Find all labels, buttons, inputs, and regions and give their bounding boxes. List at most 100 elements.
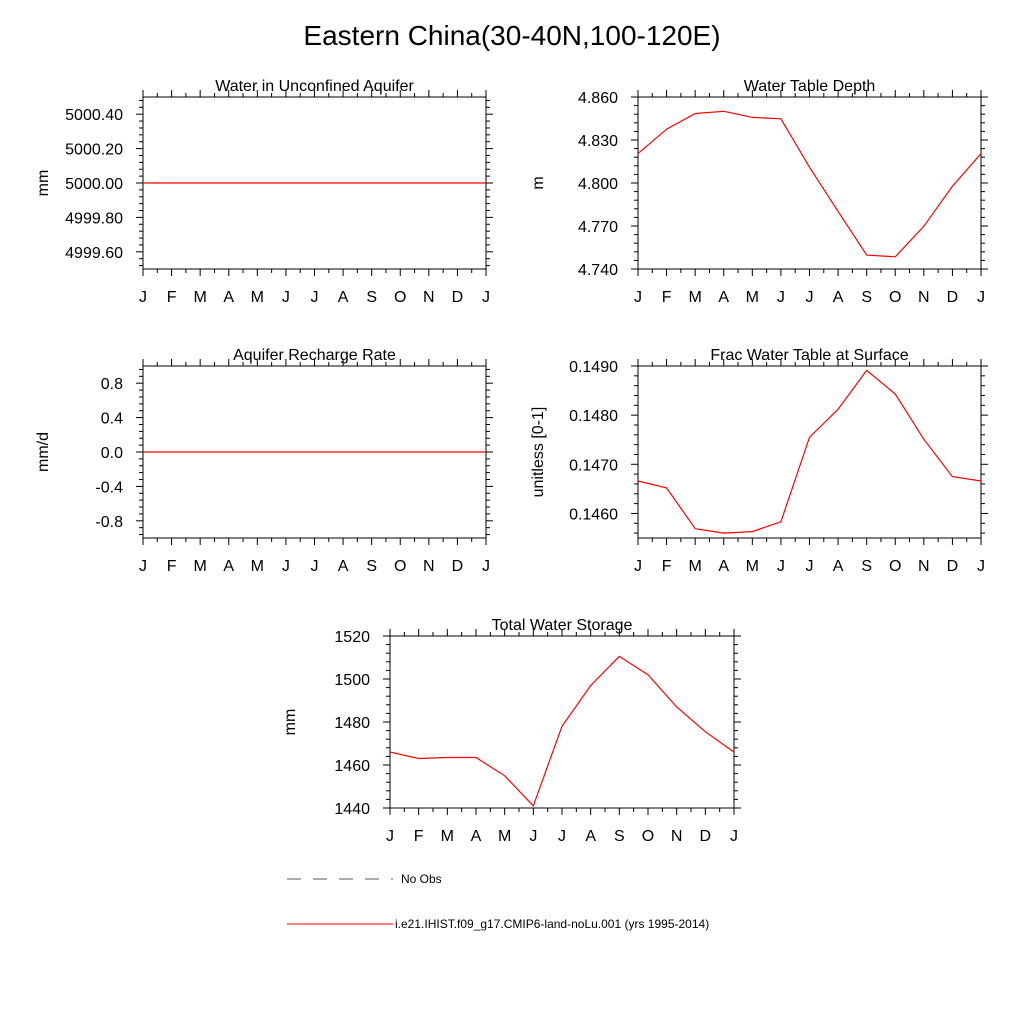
x-tick-label: M bbox=[251, 289, 264, 306]
y-tick-label: 4999.60 bbox=[65, 245, 123, 262]
y-tick-label: 4.830 bbox=[578, 133, 618, 150]
x-tick-label: A bbox=[223, 558, 234, 575]
y-axis-label: m bbox=[530, 176, 547, 189]
y-tick-label: 1440 bbox=[334, 801, 370, 818]
x-tick-label: J bbox=[730, 828, 738, 845]
x-tick-label: J bbox=[529, 828, 537, 845]
x-tick-label: M bbox=[746, 289, 759, 306]
x-tick-label: O bbox=[889, 558, 901, 575]
y-axis-label: mm bbox=[282, 709, 299, 736]
x-tick-label: A bbox=[471, 828, 482, 845]
x-tick-label: M bbox=[746, 558, 759, 575]
x-tick-label: A bbox=[585, 828, 596, 845]
y-tick-label: 0.1480 bbox=[569, 408, 618, 425]
x-tick-label: D bbox=[452, 289, 464, 306]
x-tick-label: F bbox=[167, 289, 177, 306]
x-tick-label: N bbox=[918, 289, 930, 306]
x-tick-label: N bbox=[671, 828, 683, 845]
x-tick-label: J bbox=[558, 828, 566, 845]
y-tick-label: 5000.00 bbox=[65, 176, 123, 193]
figure-title: Eastern China(30-40N,100-120E) bbox=[303, 20, 721, 51]
y-tick-label: 5000.40 bbox=[65, 107, 123, 124]
x-tick-label: J bbox=[806, 289, 814, 306]
y-tick-label: 4999.80 bbox=[65, 210, 123, 227]
y-tick-label: 4.800 bbox=[578, 176, 618, 193]
y-tick-label: 4.860 bbox=[578, 90, 618, 107]
x-tick-label: J bbox=[482, 289, 490, 306]
x-tick-label: M bbox=[689, 289, 702, 306]
y-tick-label: 0.4 bbox=[101, 411, 123, 428]
x-tick-label: J bbox=[482, 558, 490, 575]
x-tick-label: N bbox=[423, 558, 435, 575]
y-axis-label: unitless [0-1] bbox=[530, 407, 547, 498]
panel-title: Water in Unconfined Aquifer bbox=[215, 78, 414, 95]
x-tick-label: S bbox=[861, 558, 872, 575]
y-tick-label: 4.740 bbox=[578, 262, 618, 279]
x-tick-label: N bbox=[918, 558, 930, 575]
x-tick-label: O bbox=[394, 289, 406, 306]
x-tick-label: J bbox=[977, 558, 985, 575]
x-tick-label: M bbox=[689, 558, 702, 575]
series-line bbox=[637, 369, 982, 534]
x-tick-label: D bbox=[947, 289, 959, 306]
x-tick-label: A bbox=[338, 289, 349, 306]
x-tick-label: A bbox=[338, 558, 349, 575]
y-tick-label: 4.770 bbox=[578, 219, 618, 236]
x-tick-label: N bbox=[423, 289, 435, 306]
x-tick-label: M bbox=[251, 558, 264, 575]
x-tick-label: F bbox=[662, 289, 672, 306]
y-tick-label: -0.8 bbox=[95, 514, 123, 531]
x-tick-label: M bbox=[194, 558, 207, 575]
y-tick-label: 0.1470 bbox=[569, 457, 618, 474]
x-tick-label: J bbox=[777, 558, 785, 575]
plot-frame bbox=[389, 635, 735, 809]
y-tick-label: 0.8 bbox=[101, 376, 123, 393]
series-line bbox=[637, 110, 982, 258]
y-tick-label: 1480 bbox=[334, 715, 370, 732]
x-tick-label: A bbox=[833, 558, 844, 575]
x-tick-label: J bbox=[634, 558, 642, 575]
x-tick-label: S bbox=[861, 289, 872, 306]
panel-title: Aquifer Recharge Rate bbox=[233, 347, 396, 364]
panel-title: Total Water Storage bbox=[492, 617, 633, 634]
series-line bbox=[389, 655, 735, 808]
y-tick-label: 5000.20 bbox=[65, 142, 123, 159]
x-tick-label: O bbox=[394, 558, 406, 575]
legend-obs-label: No Obs bbox=[401, 872, 442, 886]
x-tick-label: O bbox=[889, 289, 901, 306]
x-tick-label: J bbox=[634, 289, 642, 306]
y-tick-label: 0.0 bbox=[101, 445, 123, 462]
x-tick-label: J bbox=[806, 558, 814, 575]
x-tick-label: S bbox=[614, 828, 625, 845]
x-tick-label: A bbox=[718, 289, 729, 306]
x-tick-label: O bbox=[642, 828, 654, 845]
x-tick-label: A bbox=[718, 558, 729, 575]
panel-title: Frac Water Table at Surface bbox=[710, 347, 908, 364]
plot-frame bbox=[637, 365, 982, 539]
legend-model-label: i.e21.IHIST.f09_g17.CMIP6-land-noLu.001 … bbox=[395, 917, 709, 931]
y-axis-label: mm/d bbox=[35, 432, 52, 472]
x-tick-label: F bbox=[414, 828, 424, 845]
x-tick-label: J bbox=[139, 289, 147, 306]
x-tick-label: M bbox=[441, 828, 454, 845]
x-tick-label: J bbox=[386, 828, 394, 845]
x-tick-label: J bbox=[282, 289, 290, 306]
plot-frame bbox=[637, 96, 982, 270]
y-tick-label: 1460 bbox=[334, 758, 370, 775]
x-tick-label: A bbox=[833, 289, 844, 306]
x-tick-label: J bbox=[777, 289, 785, 306]
y-tick-label: -0.4 bbox=[95, 479, 123, 496]
y-axis-label: mm bbox=[35, 170, 52, 197]
y-tick-label: 1520 bbox=[334, 629, 370, 646]
x-tick-label: M bbox=[194, 289, 207, 306]
x-tick-label: S bbox=[366, 289, 377, 306]
x-tick-label: D bbox=[452, 558, 464, 575]
x-tick-label: F bbox=[662, 558, 672, 575]
x-tick-label: J bbox=[977, 289, 985, 306]
x-tick-label: M bbox=[498, 828, 511, 845]
